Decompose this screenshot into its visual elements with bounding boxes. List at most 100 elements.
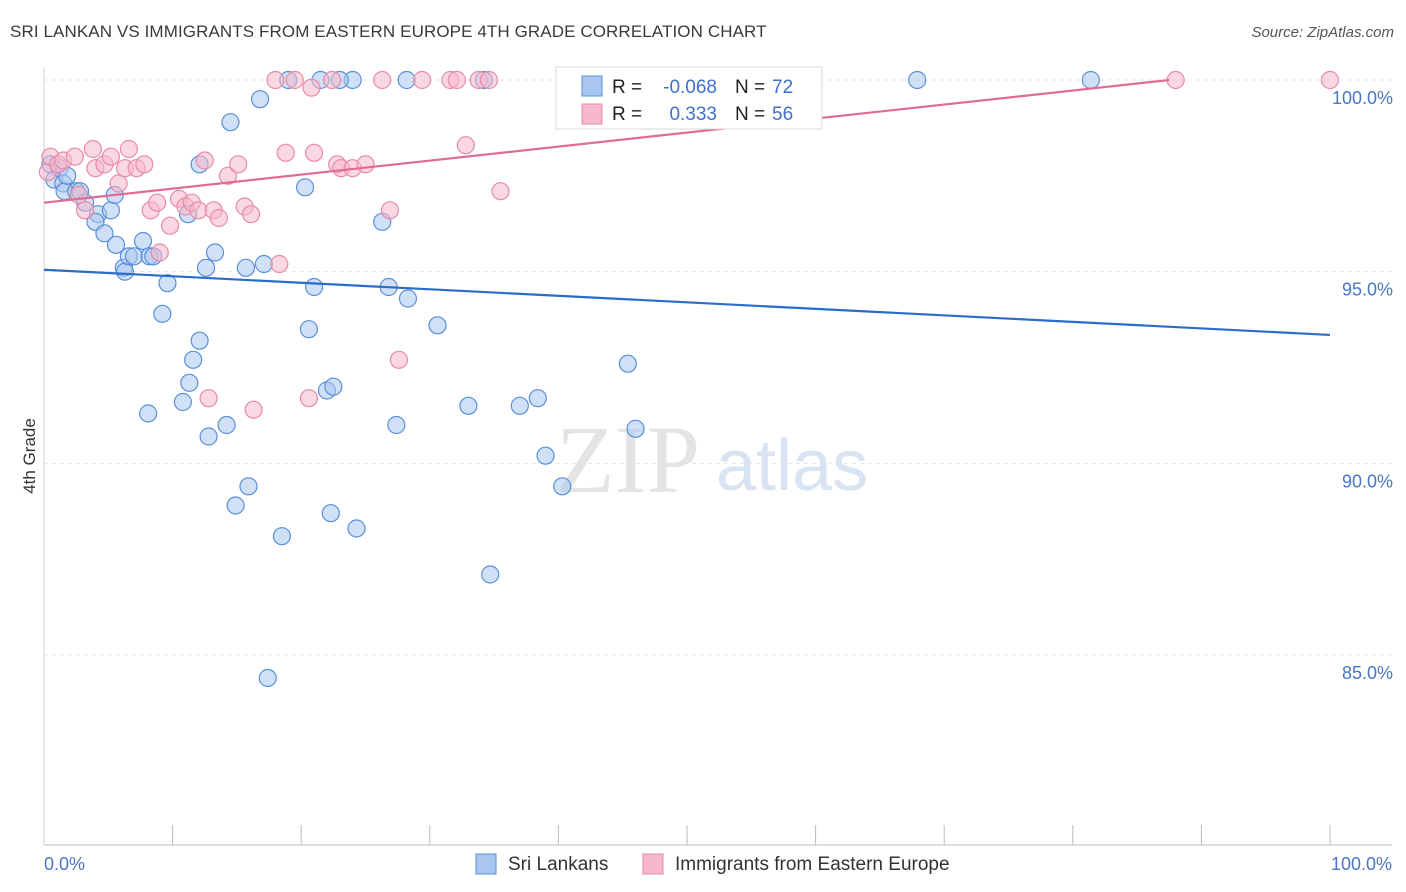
eastern-europe-point-46 xyxy=(380,201,400,220)
eastern-europe-point-53 xyxy=(479,70,499,90)
sri-lankan-point-57 xyxy=(459,396,478,415)
eastern-europe-point-6 xyxy=(76,201,95,220)
eastern-europe-point-35 xyxy=(276,143,295,162)
sri-lankan-point-65 xyxy=(618,354,637,373)
eastern-europe-point-18 xyxy=(150,243,169,262)
eastern-europe-point-47 xyxy=(389,350,409,369)
eastern-europe-point-40 xyxy=(322,70,342,90)
eastern-europe-point-55 xyxy=(1166,70,1185,90)
sri-lankan-point-11 xyxy=(95,224,114,243)
sri-lankan-point-54 xyxy=(387,415,406,435)
sri-lankan-point-45 xyxy=(321,504,340,523)
eastern-europe-point-48 xyxy=(412,70,432,90)
watermark-zip: ZIP xyxy=(556,406,700,513)
trend-line-sri-lankans xyxy=(43,268,1331,337)
eastern-europe-point-54 xyxy=(491,182,510,201)
eastern-europe-point-50 xyxy=(447,70,466,90)
sri-lankan-point-69 xyxy=(258,668,277,688)
y-axis-title: 4th Grade xyxy=(20,418,39,494)
x-tick-label-max: 100.0% xyxy=(1331,854,1392,874)
sri-lankan-point-16 xyxy=(124,247,144,266)
chart-source: Source: ZipAtlas.com xyxy=(1251,24,1394,41)
stats-legend: R = -0.068 N = 72 R = 0.333 N = 56 xyxy=(555,66,823,130)
eastern-europe-point-11 xyxy=(109,174,128,193)
series-sri-lankans-points xyxy=(41,70,1100,688)
bottom-legend-swatch-blue[interactable] xyxy=(475,853,497,875)
sri-lankan-point-59 xyxy=(481,565,500,584)
sri-lankan-point-27 xyxy=(173,392,192,412)
sri-lankan-point-40 xyxy=(295,178,315,197)
eastern-europe-point-10 xyxy=(101,147,120,166)
sri-lankan-point-34 xyxy=(236,258,256,277)
eastern-europe-point-32 xyxy=(244,400,263,419)
legend-n-value-pink: 56 xyxy=(772,104,793,125)
sri-lankan-point-61 xyxy=(528,389,547,408)
bottom-legend-swatch-pink[interactable] xyxy=(642,853,664,875)
sri-lankan-point-66 xyxy=(626,419,645,438)
sri-lankan-point-44 xyxy=(324,377,343,396)
sri-lankan-point-38 xyxy=(254,254,274,274)
sri-lankan-point-56 xyxy=(428,316,447,335)
sri-lankan-point-14 xyxy=(115,262,135,281)
sri-lankan-point-28 xyxy=(139,404,158,423)
sri-lankan-point-62 xyxy=(536,446,555,465)
eastern-europe-point-51 xyxy=(456,136,475,155)
sri-lankan-point-47 xyxy=(397,70,416,90)
sri-lankan-point-12 xyxy=(106,235,126,254)
y-tick-labels: 100.0% 95.0% 90.0% 85.0% xyxy=(1332,88,1393,683)
x-tick-label-min: 0.0% xyxy=(44,854,85,874)
eastern-europe-point-4 xyxy=(65,147,84,166)
y-tick-label-1: 95.0% xyxy=(1342,280,1393,300)
sri-lankan-point-60 xyxy=(510,396,529,415)
eastern-europe-point-29 xyxy=(229,155,248,174)
sri-lankan-point-42 xyxy=(304,277,324,297)
eastern-europe-point-34 xyxy=(270,254,289,274)
legend-n-value-blue: 72 xyxy=(772,77,793,98)
bottom-legend-label-blue[interactable]: Sri Lankans xyxy=(508,854,608,875)
sri-lankan-point-35 xyxy=(239,477,258,496)
sri-lankan-point-39 xyxy=(272,527,292,546)
legend-r-label-pink: R = xyxy=(612,104,642,125)
legend-r-value-blue: -0.068 xyxy=(663,77,717,98)
y-tick-label-2: 90.0% xyxy=(1342,471,1393,491)
sri-lankan-point-24 xyxy=(180,373,199,392)
sri-lankan-point-30 xyxy=(196,258,216,277)
bottom-legend-label-pink[interactable]: Immigrants from Eastern Europe xyxy=(675,854,950,875)
eastern-europe-point-25 xyxy=(199,389,218,408)
watermark: ZIP atlas xyxy=(556,406,868,513)
eastern-europe-point-37 xyxy=(299,389,319,408)
sri-lankan-point-21 xyxy=(153,304,172,323)
legend-n-label-pink: N = xyxy=(735,104,765,125)
sri-lankan-point-63 xyxy=(553,477,572,496)
sri-lankan-point-55 xyxy=(398,289,418,308)
eastern-europe-point-28 xyxy=(218,166,237,185)
eastern-europe-point-15 xyxy=(135,155,154,174)
sri-lankan-point-37 xyxy=(250,90,270,109)
sri-lankan-point-20 xyxy=(158,274,177,293)
eastern-europe-point-24 xyxy=(195,151,214,170)
eastern-europe-point-45 xyxy=(373,70,392,90)
eastern-europe-point-19 xyxy=(160,216,180,235)
sri-lankan-point-68 xyxy=(1081,70,1100,90)
eastern-europe-point-5 xyxy=(69,185,88,205)
eastern-europe-point-44 xyxy=(356,155,375,174)
legend-r-label-blue: R = xyxy=(612,77,642,98)
sri-lankan-point-17 xyxy=(133,231,153,251)
legend-r-value-pink: 0.333 xyxy=(669,104,717,125)
eastern-europe-point-38 xyxy=(302,78,321,97)
axes xyxy=(43,68,1392,846)
trend-lines xyxy=(43,78,1331,337)
sri-lankan-point-51 xyxy=(347,519,366,538)
bottom-legend: Sri Lankans Immigrants from Eastern Euro… xyxy=(475,853,950,875)
eastern-europe-point-7 xyxy=(83,139,102,159)
sri-lankan-point-36 xyxy=(226,496,245,515)
eastern-europe-point-56 xyxy=(1320,70,1340,90)
eastern-europe-point-36 xyxy=(285,70,304,90)
eastern-europe-point-39 xyxy=(304,143,324,162)
trend-line-eastern-europe xyxy=(43,78,1170,204)
sri-lankan-point-31 xyxy=(199,427,218,446)
sri-lankan-point-10 xyxy=(101,201,120,220)
sri-lankan-point-29 xyxy=(205,243,225,262)
legend-swatch-pink xyxy=(581,103,603,125)
sri-lankan-point-32 xyxy=(217,415,236,435)
